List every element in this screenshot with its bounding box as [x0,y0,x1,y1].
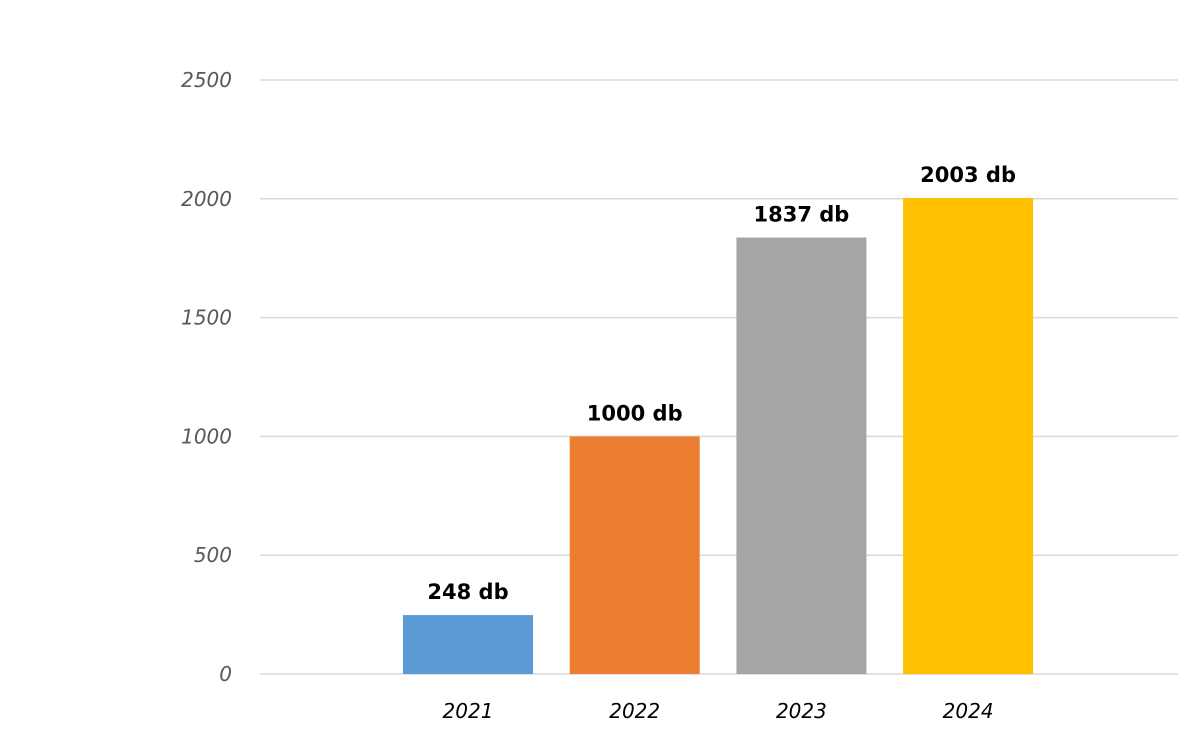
bar-2021 [403,615,533,674]
x-tick-label: 2021 [443,699,494,723]
y-tick-label: 1500 [181,306,232,330]
data-label: 1837 db [753,203,849,227]
y-axis-ticks: 0 500 1000 1500 2000 2500 [181,68,232,686]
x-axis-ticks: 2021 2022 2023 2024 [443,699,994,723]
bar-2024 [903,198,1034,674]
y-tick-label: 2000 [181,187,232,211]
data-label: 1000 db [587,401,683,425]
gridlines [260,79,1178,675]
data-labels: 248 db 1000 db 1837 db 2003 db [427,163,1016,604]
data-label: 2003 db [920,163,1016,187]
y-tick-label: 1000 [181,424,232,448]
bar-2023 [736,237,867,674]
x-tick-label: 2022 [609,699,660,723]
x-tick-label: 2024 [943,699,994,723]
y-tick-label: 500 [194,543,232,567]
data-label: 248 db [427,580,508,604]
y-tick-label: 0 [219,662,232,686]
y-tick-label: 2500 [181,68,232,92]
x-tick-label: 2023 [776,699,827,723]
bar-2022 [569,436,700,674]
bars [403,198,1034,674]
